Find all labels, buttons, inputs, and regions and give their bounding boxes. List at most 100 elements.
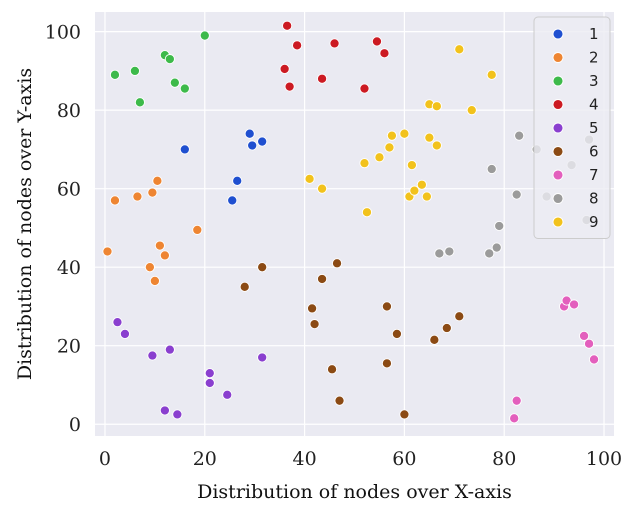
data-point-series-8 [434,248,445,259]
data-point-series-2 [152,175,163,186]
data-point-series-3 [164,54,175,65]
legend-marker-4 [552,99,564,110]
data-point-series-8 [444,246,455,257]
x-tick-label: 80 [492,448,516,470]
data-point-series-7 [579,330,590,341]
legend-marker-5 [552,122,564,134]
data-point-series-4 [317,73,328,84]
data-point-series-6 [334,395,345,406]
data-point-series-3 [199,30,210,41]
data-point-series-9 [466,105,477,116]
data-point-series-4 [284,81,295,92]
x-tick-label: 0 [99,448,111,470]
y-tick-label: 100 [45,22,81,44]
data-point-series-3 [134,97,145,108]
data-point-series-8 [494,220,505,232]
data-points [102,20,600,424]
data-point-series-3 [129,65,140,76]
data-point-series-9 [409,185,420,196]
data-point-series-4 [279,63,290,74]
data-point-series-1 [247,140,258,151]
data-point-series-6 [381,301,392,312]
data-point-series-9 [374,152,385,163]
x-axis-label: Distribution of nodes over X-axis [197,481,512,503]
legend-label-6: 6 [589,143,599,161]
data-point-series-9 [454,44,465,55]
data-point-series-2 [147,187,158,198]
data-point-series-4 [359,83,370,94]
data-point-series-2 [102,246,113,257]
data-point-series-7 [511,395,522,406]
data-point-series-7 [583,338,595,349]
data-point-series-2 [159,250,170,261]
data-point-series-9 [384,142,395,153]
data-point-series-9 [359,158,370,169]
data-point-series-5 [257,352,268,363]
data-point-series-6 [454,311,465,322]
data-point-series-2 [109,195,121,206]
y-tick-labels: 0 20 40 60 80 100 [45,22,81,437]
data-point-series-5 [159,405,170,416]
data-point-series-9 [361,207,373,218]
data-point-series-8 [484,248,495,259]
legend-label-4: 4 [589,96,599,114]
data-point-series-9 [317,183,328,194]
data-point-series-1 [232,175,243,186]
data-point-series-8 [491,242,502,253]
data-point-series-9 [399,128,410,139]
data-point-series-5 [112,317,123,328]
data-point-series-9 [421,191,432,202]
legend-label-3: 3 [589,72,599,90]
data-point-series-9 [386,130,397,141]
data-point-series-6 [307,303,318,314]
data-point-series-4 [329,38,340,49]
y-axis-label: Distribution of nodes over Y-axis [14,68,36,380]
data-point-series-8 [486,163,497,175]
data-point-series-9 [304,173,315,184]
x-tick-label: 60 [392,448,416,470]
data-point-series-9 [486,69,497,80]
legend-label-7: 7 [589,166,599,184]
plot-background [95,12,614,436]
data-point-series-3 [109,69,121,80]
x-tick-label: 100 [586,448,622,470]
data-point-series-6 [331,258,343,269]
data-point-series-1 [257,136,268,147]
legend-marker-2 [552,52,564,63]
data-point-series-1 [227,195,238,206]
data-point-series-4 [371,36,383,47]
data-point-series-5 [164,344,175,355]
data-point-series-5 [119,328,130,339]
data-point-series-8 [511,189,522,200]
data-point-series-6 [381,358,392,369]
legend-label-1: 1 [589,25,599,43]
legend-label-9: 9 [589,213,599,231]
data-point-series-9 [431,101,442,112]
data-point-series-1 [244,128,255,139]
legend-marker-9 [552,216,564,228]
data-point-series-9 [416,179,427,190]
data-point-series-9 [424,132,435,143]
data-point-series-9 [406,160,417,171]
grid [95,12,614,436]
data-point-series-7 [569,299,580,310]
legend-marker-7 [552,169,564,181]
legend-label-8: 8 [589,190,599,208]
data-point-series-2 [149,275,160,286]
data-point-series-6 [239,281,250,292]
data-point-series-6 [399,409,410,420]
legend-marker-8 [552,193,564,204]
data-point-series-3 [179,83,190,94]
legend-label-2: 2 [589,49,599,67]
legend-marker-6 [552,146,564,157]
y-tick-label: 20 [57,336,81,358]
data-point-series-5 [204,377,215,389]
data-point-series-5 [222,389,233,400]
data-point-series-7 [509,413,520,424]
data-point-series-6 [429,334,440,345]
data-point-series-8 [514,130,525,141]
data-point-series-5 [172,409,183,420]
data-point-series-2 [154,240,165,251]
x-tick-label: 20 [193,448,217,470]
